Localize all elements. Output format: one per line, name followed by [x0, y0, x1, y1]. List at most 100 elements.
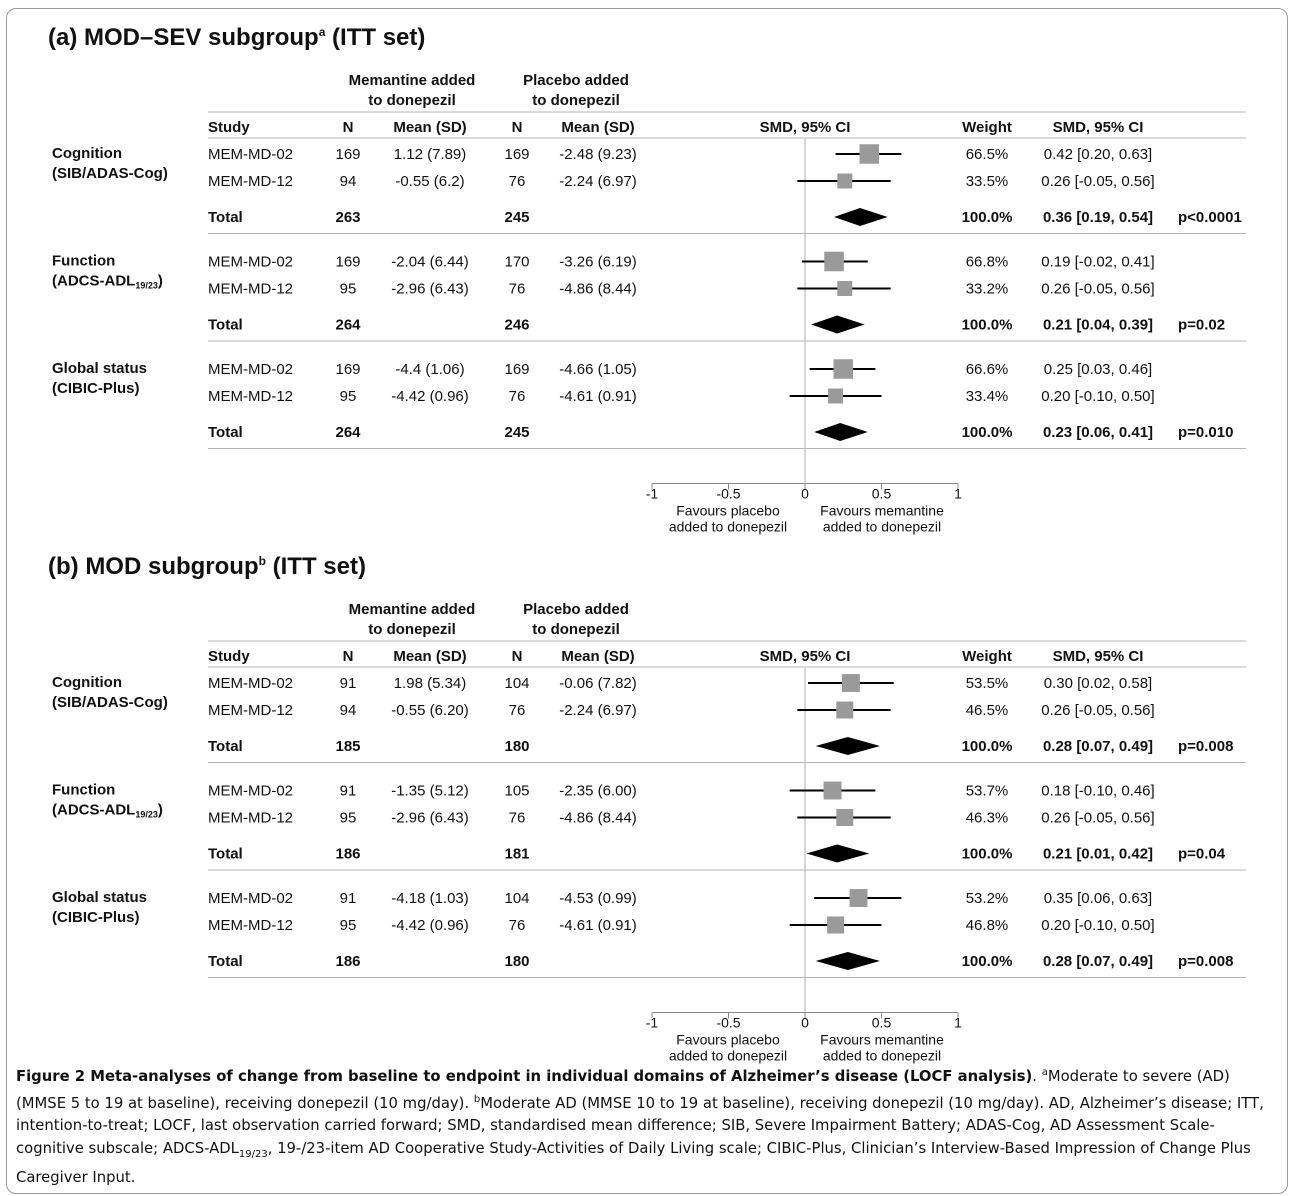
- total-smd-ci: 0.36 [0.19, 0.54]: [1043, 209, 1153, 226]
- study-name: MEM-MD-02: [208, 890, 293, 907]
- n-placebo: 104: [504, 675, 529, 692]
- n-placebo: 76: [509, 917, 526, 934]
- header-mean-memantine: Mean (SD): [393, 648, 466, 665]
- n-placebo: 76: [509, 173, 526, 190]
- smd-ci-value: 0.26 [-0.05, 0.56]: [1041, 810, 1154, 827]
- study-name: MEM-MD-02: [208, 675, 293, 692]
- header-placebo-group: Placebo added: [523, 72, 629, 89]
- header-n-memantine: N: [343, 119, 354, 136]
- study-box: [841, 674, 860, 692]
- domain-label: Global status: [52, 360, 147, 377]
- summary-diamond: [834, 208, 888, 226]
- mean-memantine: -4.4 (1.06): [395, 361, 464, 378]
- total-smd-ci: 0.28 [0.07, 0.49]: [1043, 953, 1153, 970]
- mean-memantine: -0.55 (6.2): [395, 173, 464, 190]
- weight-value: 66.6%: [966, 361, 1009, 378]
- smd-ci-value: 0.35 [0.06, 0.63]: [1044, 890, 1152, 907]
- smd-ci-value: 0.42 [0.20, 0.63]: [1044, 146, 1152, 163]
- n-memantine: 95: [340, 281, 357, 298]
- study-box: [823, 781, 842, 800]
- x-tick-label: -1: [646, 486, 659, 502]
- mean-memantine: -0.55 (6.20): [391, 702, 469, 719]
- figure-frame: [6, 8, 1288, 1194]
- figure-caption: Figure 2 Meta-analyses of change from ba…: [16, 1067, 1264, 1186]
- mean-placebo: -4.53 (0.99): [559, 890, 637, 907]
- total-weight: 100.0%: [962, 846, 1013, 863]
- n-memantine: 91: [340, 675, 357, 692]
- domain-label-sub: (ADCS-ADL19/23): [52, 273, 163, 291]
- n-placebo: 76: [509, 388, 526, 405]
- smd-ci-value: 0.20 [-0.10, 0.50]: [1041, 917, 1154, 934]
- study-box: [837, 281, 853, 296]
- study-name: MEM-MD-02: [208, 146, 293, 163]
- total-smd-ci: 0.28 [0.07, 0.49]: [1043, 738, 1153, 755]
- total-n-memantine: 185: [335, 738, 360, 755]
- smd-ci-value: 0.26 [-0.05, 0.56]: [1041, 173, 1154, 190]
- weight-value: 66.8%: [966, 254, 1009, 271]
- total-label: Total: [208, 846, 243, 863]
- mean-memantine: -1.35 (5.12): [391, 783, 469, 800]
- study-name: MEM-MD-12: [208, 917, 293, 934]
- domain-label-sub: (SIB/ADAS-Cog): [52, 165, 168, 182]
- domain-label: Function: [52, 782, 115, 799]
- total-smd-ci: 0.23 [0.06, 0.41]: [1043, 424, 1153, 441]
- x-tick-label: 0.5: [872, 486, 892, 502]
- total-n-placebo: 180: [504, 953, 529, 970]
- favours-memantine-label: Favours memantine: [820, 503, 944, 519]
- mean-placebo: -4.86 (8.44): [559, 281, 637, 298]
- header-n-placebo: N: [512, 648, 523, 665]
- weight-value: 53.2%: [966, 890, 1009, 907]
- header-placebo-group-line2: to donepezil: [532, 92, 620, 109]
- p-value: p=0.04: [1178, 846, 1226, 863]
- study-name: MEM-MD-12: [208, 173, 293, 190]
- favours-memantine-label: Favours memantine: [820, 1032, 944, 1048]
- p-value: p=0.008: [1178, 738, 1233, 755]
- mean-memantine: -4.42 (0.96): [391, 388, 469, 405]
- x-tick-label: 0: [801, 1015, 809, 1031]
- favours-memantine-label-line2: added to donepezil: [823, 519, 941, 535]
- x-tick-label: 1: [954, 486, 962, 502]
- domain-label-sub: (CIBIC-Plus): [52, 380, 140, 397]
- domain-label: Global status: [52, 889, 147, 906]
- header-placebo-group: Placebo added: [523, 601, 629, 618]
- n-placebo: 105: [504, 783, 529, 800]
- smd-ci-value: 0.25 [0.03, 0.46]: [1044, 361, 1152, 378]
- p-value: p=0.010: [1178, 424, 1233, 441]
- study-box: [836, 809, 854, 826]
- mean-memantine: -2.96 (6.43): [391, 810, 469, 827]
- smd-ci-value: 0.18 [-0.10, 0.46]: [1041, 783, 1154, 800]
- x-tick-label: 0.5: [872, 1015, 892, 1031]
- study-box: [827, 916, 845, 934]
- header-study: Study: [208, 119, 250, 136]
- x-tick-label: 0: [801, 486, 809, 502]
- study-box: [849, 889, 868, 907]
- study-name: MEM-MD-12: [208, 388, 293, 405]
- domain-label: Function: [52, 253, 115, 270]
- total-label: Total: [208, 424, 243, 441]
- summary-diamond: [815, 737, 880, 755]
- smd-ci-value: 0.30 [0.02, 0.58]: [1044, 675, 1152, 692]
- weight-value: 46.5%: [966, 702, 1009, 719]
- mean-placebo: -2.35 (6.00): [559, 783, 637, 800]
- smd-ci-value: 0.26 [-0.05, 0.56]: [1041, 281, 1154, 298]
- weight-value: 66.5%: [966, 146, 1009, 163]
- total-n-memantine: 264: [335, 424, 361, 441]
- mean-placebo: -0.06 (7.82): [559, 675, 637, 692]
- header-mean-placebo: Mean (SD): [561, 648, 634, 665]
- total-n-placebo: 180: [504, 738, 529, 755]
- x-tick-label: -1: [646, 1015, 659, 1031]
- domain-label-sub: (CIBIC-Plus): [52, 909, 140, 926]
- total-weight: 100.0%: [962, 738, 1013, 755]
- n-placebo: 76: [509, 281, 526, 298]
- smd-ci-value: 0.19 [-0.02, 0.41]: [1041, 254, 1154, 271]
- summary-diamond: [815, 952, 880, 970]
- total-smd-ci: 0.21 [0.01, 0.42]: [1043, 846, 1153, 863]
- caption-title: Figure 2 Meta-analyses of change from ba…: [16, 1067, 1033, 1085]
- total-label: Total: [208, 738, 243, 755]
- n-memantine: 95: [340, 917, 357, 934]
- n-placebo: 169: [504, 361, 529, 378]
- total-n-placebo: 246: [504, 317, 529, 334]
- header-placebo-group-line2: to donepezil: [532, 621, 620, 638]
- study-box: [837, 173, 853, 189]
- weight-value: 46.3%: [966, 810, 1009, 827]
